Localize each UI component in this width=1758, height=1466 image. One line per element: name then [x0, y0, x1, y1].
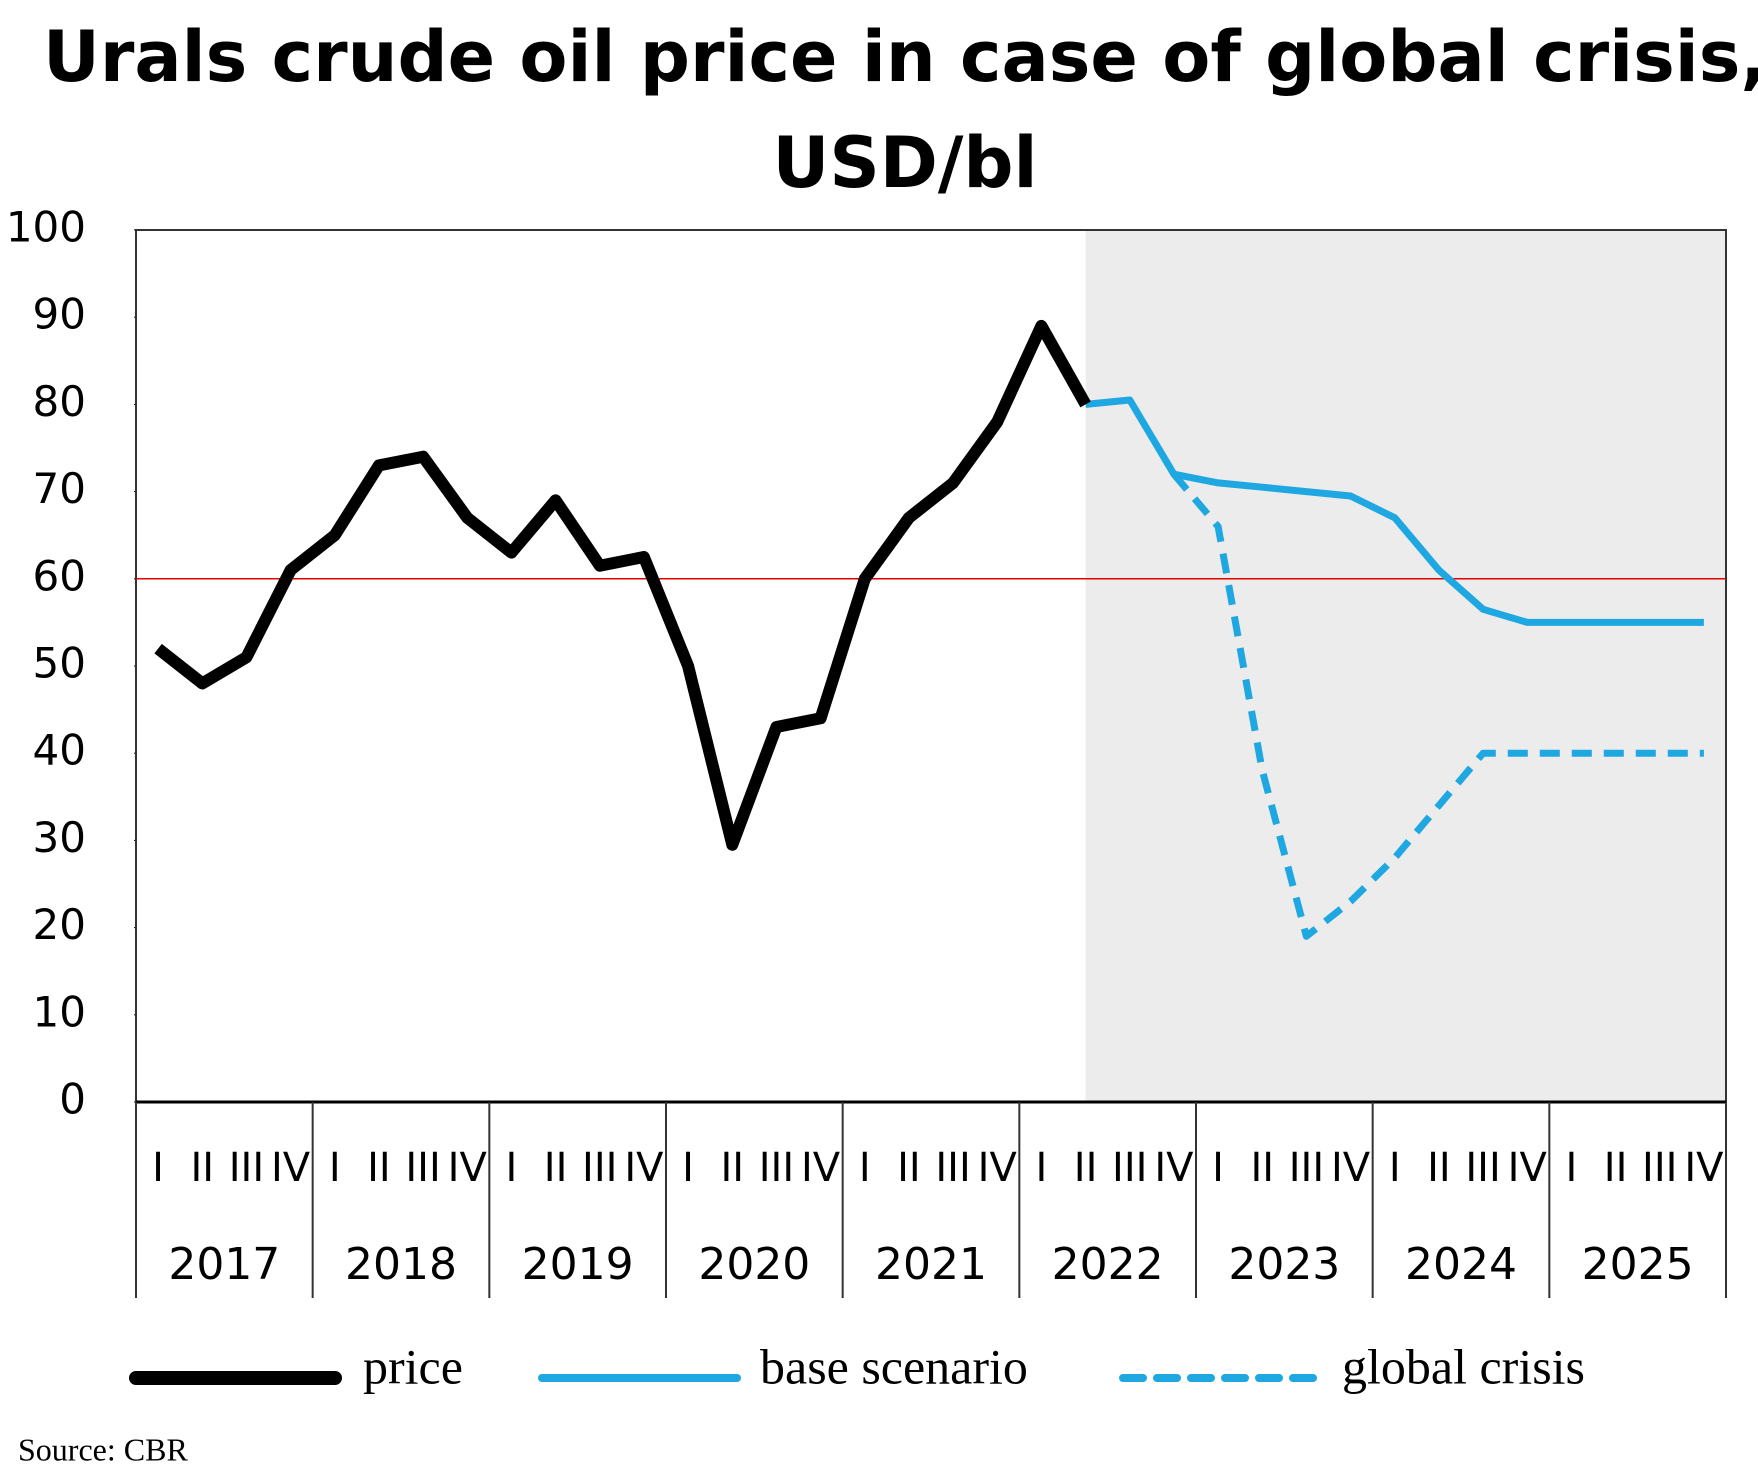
- year-label: 2019: [522, 1239, 634, 1290]
- x-tick-label: II: [1604, 1145, 1628, 1191]
- year-label: 2025: [1582, 1239, 1694, 1290]
- x-tick-label: II: [720, 1145, 744, 1191]
- x-tick-label: I: [1212, 1145, 1224, 1191]
- x-tick-label: III: [1465, 1145, 1500, 1191]
- y-tick-label: 30: [33, 813, 86, 862]
- x-tick-label: IV: [1154, 1145, 1194, 1191]
- year-label: 2020: [698, 1239, 810, 1290]
- x-tick-label: I: [1566, 1145, 1578, 1191]
- year-label: 2017: [168, 1239, 280, 1290]
- x-tick-label: II: [1074, 1145, 1098, 1191]
- source-note: Source: CBR: [18, 1431, 188, 1466]
- y-tick-label: 40: [33, 726, 86, 775]
- x-tick-label: I: [682, 1145, 694, 1191]
- y-tick-label: 0: [59, 1075, 86, 1124]
- x-tick-label: III: [1112, 1145, 1147, 1191]
- x-tick-label: I: [152, 1145, 164, 1191]
- y-tick-label: 50: [33, 639, 86, 688]
- x-tick-label: IV: [1331, 1145, 1371, 1191]
- x-tick-label: I: [329, 1145, 341, 1191]
- year-label: 2021: [875, 1239, 987, 1290]
- x-tick-label: IV: [624, 1145, 664, 1191]
- legend-label: base scenario: [760, 1338, 1028, 1394]
- x-tick-label: I: [1389, 1145, 1401, 1191]
- y-tick-label: 70: [33, 464, 86, 513]
- forecast-area: [1085, 230, 1726, 1102]
- year-label: 2022: [1052, 1239, 1164, 1290]
- x-tick-label: II: [897, 1145, 921, 1191]
- x-tick-label: III: [1289, 1145, 1324, 1191]
- series-line: [1085, 396, 1704, 626]
- chart-title: USD/bl: [772, 122, 1037, 204]
- x-tick-label: III: [759, 1145, 794, 1191]
- x-tick-label: II: [190, 1145, 214, 1191]
- y-tick-label: 90: [33, 290, 86, 339]
- y-tick-label: 100: [6, 203, 86, 252]
- x-tick-label: IV: [271, 1145, 311, 1191]
- x-tick-label: IV: [1508, 1145, 1548, 1191]
- series-line: [1171, 471, 1704, 940]
- x-tick-label: III: [935, 1145, 970, 1191]
- x-tick-label: IV: [1684, 1145, 1724, 1191]
- y-tick-label: 20: [33, 900, 86, 949]
- x-tick-label: IV: [978, 1145, 1018, 1191]
- y-tick-label: 80: [33, 377, 86, 426]
- x-tick-label: III: [405, 1145, 440, 1191]
- series-line: [154, 319, 1091, 851]
- y-tick-label: 10: [33, 987, 86, 1036]
- x-tick-label: III: [229, 1145, 264, 1191]
- x-tick-label: I: [859, 1145, 871, 1191]
- x-tick-label: III: [1642, 1145, 1677, 1191]
- x-tick-label: II: [1250, 1145, 1274, 1191]
- x-tick-label: II: [367, 1145, 391, 1191]
- x-tick-label: II: [1427, 1145, 1451, 1191]
- x-tick-label: I: [1036, 1145, 1048, 1191]
- x-tick-label: IV: [448, 1145, 488, 1191]
- year-label: 2023: [1228, 1239, 1340, 1290]
- y-tick-label: 60: [33, 551, 86, 600]
- x-tick-label: III: [582, 1145, 617, 1191]
- legend-label: global crisis: [1342, 1338, 1585, 1394]
- x-tick-label: IV: [801, 1145, 841, 1191]
- chart-title: Urals crude oil price in case of global …: [43, 16, 1758, 98]
- x-tick-label: I: [506, 1145, 518, 1191]
- year-label: 2024: [1405, 1239, 1517, 1290]
- x-tick-label: II: [544, 1145, 568, 1191]
- year-label: 2018: [345, 1239, 457, 1290]
- legend-label: price: [363, 1338, 463, 1394]
